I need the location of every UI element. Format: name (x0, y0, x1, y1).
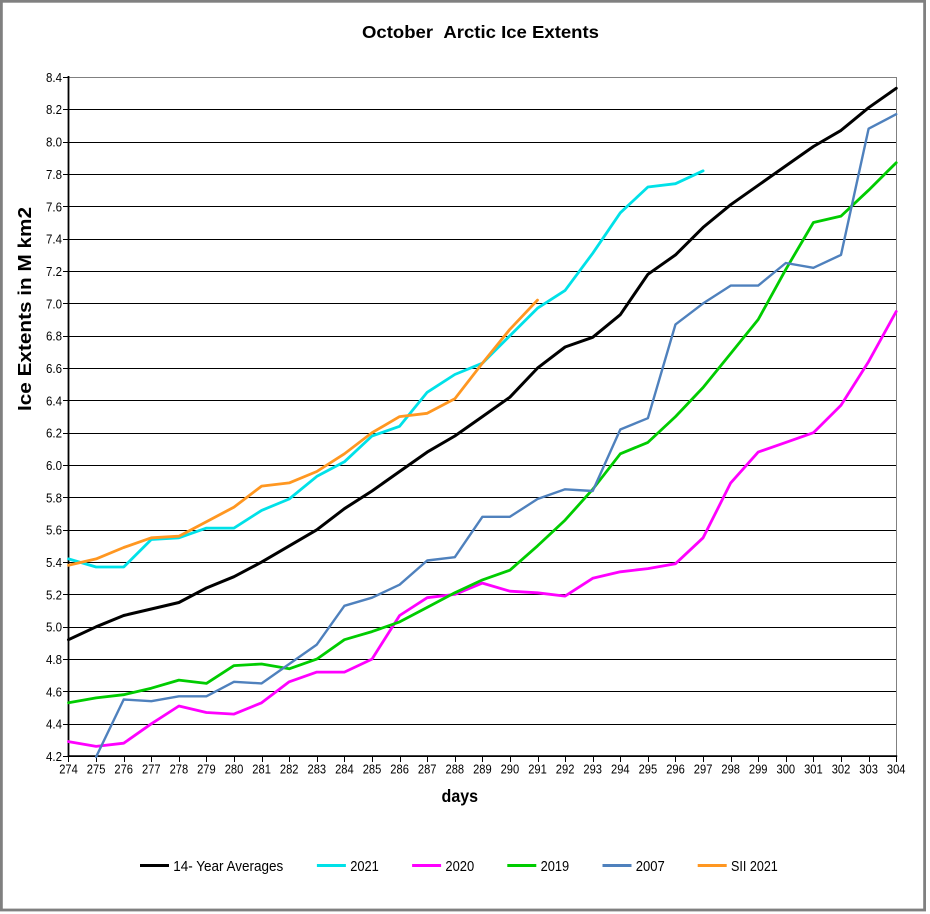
svg-text:282: 282 (280, 762, 299, 777)
svg-text:298: 298 (721, 762, 740, 777)
svg-text:2007: 2007 (636, 859, 665, 875)
svg-text:291: 291 (528, 762, 547, 777)
svg-text:7.0: 7.0 (46, 296, 62, 311)
svg-text:October Arctic Ice Extents: October Arctic Ice Extents (362, 22, 599, 42)
svg-text:4.2: 4.2 (46, 749, 62, 764)
svg-text:4.6: 4.6 (46, 684, 62, 699)
svg-text:8.0: 8.0 (46, 135, 62, 150)
svg-text:296: 296 (666, 762, 685, 777)
svg-text:278: 278 (170, 762, 189, 777)
svg-text:2021: 2021 (350, 859, 379, 875)
svg-text:283: 283 (308, 762, 327, 777)
svg-text:285: 285 (363, 762, 382, 777)
svg-text:290: 290 (501, 762, 520, 777)
svg-text:289: 289 (473, 762, 492, 777)
svg-text:303: 303 (859, 762, 878, 777)
svg-text:288: 288 (446, 762, 465, 777)
svg-text:7.4: 7.4 (46, 232, 62, 247)
svg-text:5.8: 5.8 (46, 490, 62, 505)
svg-text:14- Year Averages: 14- Year Averages (173, 859, 283, 875)
svg-text:7.8: 7.8 (46, 167, 62, 182)
svg-text:6.0: 6.0 (46, 458, 62, 473)
svg-text:275: 275 (87, 762, 106, 777)
svg-text:297: 297 (694, 762, 713, 777)
svg-text:2019: 2019 (541, 859, 570, 875)
svg-text:6.4: 6.4 (46, 393, 62, 408)
svg-text:7.2: 7.2 (46, 264, 62, 279)
svg-text:SII 2021: SII 2021 (731, 859, 778, 875)
svg-text:5.2: 5.2 (46, 587, 62, 602)
svg-text:2020: 2020 (445, 859, 474, 875)
svg-text:6.8: 6.8 (46, 329, 62, 344)
svg-text:5.4: 5.4 (46, 555, 62, 570)
svg-text:295: 295 (639, 762, 658, 777)
svg-text:300: 300 (777, 762, 796, 777)
svg-text:292: 292 (556, 762, 575, 777)
svg-text:299: 299 (749, 762, 768, 777)
svg-text:302: 302 (832, 762, 851, 777)
svg-text:4.4: 4.4 (46, 717, 62, 732)
svg-text:276: 276 (114, 762, 133, 777)
svg-text:days: days (442, 786, 479, 806)
svg-text:294: 294 (611, 762, 630, 777)
svg-text:281: 281 (252, 762, 271, 777)
svg-text:286: 286 (390, 762, 409, 777)
svg-text:279: 279 (197, 762, 216, 777)
svg-text:8.4: 8.4 (46, 70, 62, 85)
svg-text:287: 287 (418, 762, 437, 777)
svg-text:4.8: 4.8 (46, 652, 62, 667)
svg-text:6.2: 6.2 (46, 426, 62, 441)
svg-text:Ice Extents in M km2: Ice Extents in M km2 (14, 207, 35, 411)
svg-text:304: 304 (887, 762, 906, 777)
svg-text:7.6: 7.6 (46, 199, 62, 214)
svg-text:274: 274 (59, 762, 78, 777)
svg-text:277: 277 (142, 762, 161, 777)
svg-text:293: 293 (583, 762, 602, 777)
svg-text:280: 280 (225, 762, 244, 777)
svg-text:5.0: 5.0 (46, 620, 62, 635)
svg-text:5.6: 5.6 (46, 523, 62, 538)
svg-text:8.2: 8.2 (46, 102, 62, 117)
svg-text:301: 301 (804, 762, 823, 777)
svg-text:6.6: 6.6 (46, 361, 62, 376)
svg-text:284: 284 (335, 762, 354, 777)
